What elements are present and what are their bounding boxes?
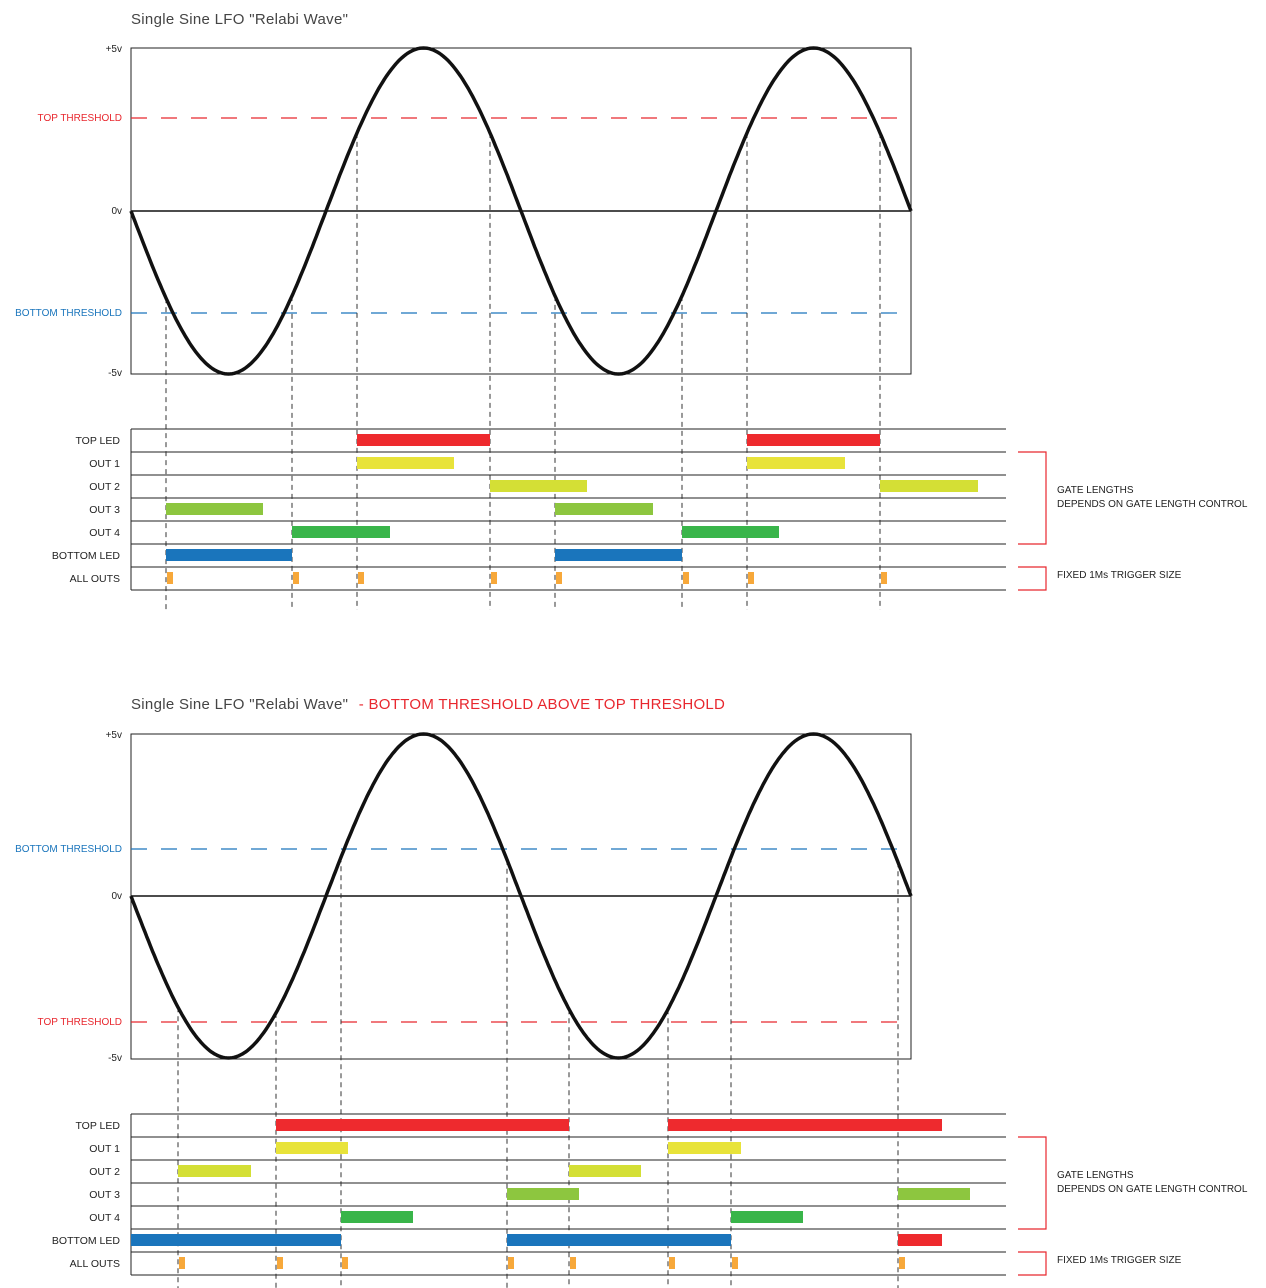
sine-wave: [129, 732, 913, 1060]
trigger-mark: [293, 572, 299, 584]
gate-bar-out-4: [341, 1211, 413, 1223]
y-label-minus5: -5v: [108, 368, 122, 379]
row-label-out4: OUT 4: [89, 1212, 120, 1224]
trigger-marks: [167, 572, 887, 584]
gate-bar-bottom-led: [898, 1234, 942, 1246]
diagram-normal: Single Sine LFO "Relabi Wave" +5v 0v -5v…: [15, 11, 1248, 610]
trigger-mark: [342, 1257, 348, 1269]
top-threshold-label: TOP THRESHOLD: [38, 113, 122, 124]
trigger-mark: [748, 572, 754, 584]
gate-bar-out-3: [555, 503, 653, 515]
gate-bar-out-3: [507, 1188, 579, 1200]
trigger-mark: [508, 1257, 514, 1269]
trigger-mark: [277, 1257, 283, 1269]
trigger-note: FIXED 1Ms TRIGGER SIZE: [1057, 570, 1182, 581]
gate-bar-out-2: [880, 480, 978, 492]
gate-bar-out-1: [357, 457, 454, 469]
gate-bar-bottom-led: [555, 549, 682, 561]
sine-wave: [129, 46, 913, 376]
trigger-bracket: [1018, 566, 1047, 591]
gate-bar-out-1: [747, 457, 845, 469]
crossing-guides: [165, 132, 881, 610]
gate-bar-top-led: [747, 434, 880, 446]
y-label-minus5: -5v: [108, 1053, 122, 1064]
gate-bar-out-1: [276, 1142, 348, 1154]
gate-bar-top-led: [668, 1119, 942, 1131]
gate-table: TOP LED OUT 1 OUT 2 OUT 3 OUT 4 BOTTOM L…: [52, 1113, 1006, 1276]
gate-note-line2: DEPENDS ON GATE LENGTH CONTROL: [1057, 499, 1248, 510]
gate-bar-out-2: [178, 1165, 251, 1177]
trigger-mark: [179, 1257, 185, 1269]
row-label-bottom-led: BOTTOM LED: [52, 1235, 120, 1247]
trigger-mark: [881, 572, 887, 584]
row-label-out2: OUT 2: [89, 481, 120, 493]
trigger-mark: [570, 1257, 576, 1269]
row-label-out1: OUT 1: [89, 458, 120, 470]
diagram-title-group: Single Sine LFO "Relabi Wave" - BOTTOM T…: [131, 696, 725, 713]
diagram-title-note: - BOTTOM THRESHOLD ABOVE TOP THRESHOLD: [359, 696, 726, 713]
gate-bar-out-3: [898, 1188, 970, 1200]
row-label-top-led: TOP LED: [75, 435, 120, 447]
y-label-plus5: +5v: [106, 44, 122, 55]
row-label-out3: OUT 3: [89, 504, 120, 516]
trigger-mark: [683, 572, 689, 584]
gate-bracket: [1018, 1136, 1047, 1230]
gate-bar-bottom-led: [507, 1234, 731, 1246]
gate-bar-bottom-led: [166, 549, 292, 561]
top-threshold-label: TOP THRESHOLD: [38, 1017, 122, 1028]
trigger-mark: [899, 1257, 905, 1269]
trigger-note: FIXED 1Ms TRIGGER SIZE: [1057, 1255, 1182, 1266]
gate-bar-out-2: [490, 480, 587, 492]
gate-bar-out-4: [682, 526, 779, 538]
diagram-title: Single Sine LFO "Relabi Wave": [131, 11, 348, 28]
row-label-all-outs: ALL OUTS: [70, 1258, 120, 1270]
y-label-zero: 0v: [111, 206, 122, 217]
gate-bars: [131, 1119, 970, 1246]
gate-bar-out-4: [292, 526, 390, 538]
gate-note-line1: GATE LENGTHS: [1057, 1170, 1134, 1181]
gate-bar-bottom-led: [131, 1234, 341, 1246]
gate-bar-out-4: [731, 1211, 803, 1223]
row-label-top-led: TOP LED: [75, 1120, 120, 1132]
row-label-out2: OUT 2: [89, 1166, 120, 1178]
trigger-mark: [669, 1257, 675, 1269]
trigger-mark: [732, 1257, 738, 1269]
trigger-bracket: [1018, 1251, 1047, 1276]
trigger-mark: [556, 572, 562, 584]
y-label-zero: 0v: [111, 891, 122, 902]
diagram-title: Single Sine LFO "Relabi Wave": [131, 696, 348, 713]
gate-bar-top-led: [357, 434, 490, 446]
gate-bar-top-led: [276, 1119, 569, 1131]
row-label-bottom-led: BOTTOM LED: [52, 550, 120, 562]
crossing-guides: [177, 857, 899, 1288]
trigger-mark: [167, 572, 173, 584]
trigger-mark: [358, 572, 364, 584]
trigger-marks: [179, 1257, 905, 1269]
row-label-all-outs: ALL OUTS: [70, 573, 120, 585]
gate-bar-out-2: [569, 1165, 641, 1177]
row-label-out1: OUT 1: [89, 1143, 120, 1155]
y-label-plus5: +5v: [106, 730, 122, 741]
gate-note-line2: DEPENDS ON GATE LENGTH CONTROL: [1057, 1184, 1248, 1195]
gate-bar-out-1: [668, 1142, 741, 1154]
bottom-threshold-label: BOTTOM THRESHOLD: [15, 844, 122, 855]
diagram-inverted: Single Sine LFO "Relabi Wave" - BOTTOM T…: [15, 696, 1248, 1288]
gate-bracket: [1018, 451, 1047, 545]
trigger-mark: [491, 572, 497, 584]
gate-table: TOP LED OUT 1 OUT 2 OUT 3 OUT 4 BOTTOM L…: [52, 428, 1006, 591]
row-label-out4: OUT 4: [89, 527, 120, 539]
gate-note-line1: GATE LENGTHS: [1057, 485, 1134, 496]
gate-bars: [166, 434, 978, 561]
row-label-out3: OUT 3: [89, 1189, 120, 1201]
bottom-threshold-label: BOTTOM THRESHOLD: [15, 308, 122, 319]
gate-bar-out-3: [166, 503, 263, 515]
